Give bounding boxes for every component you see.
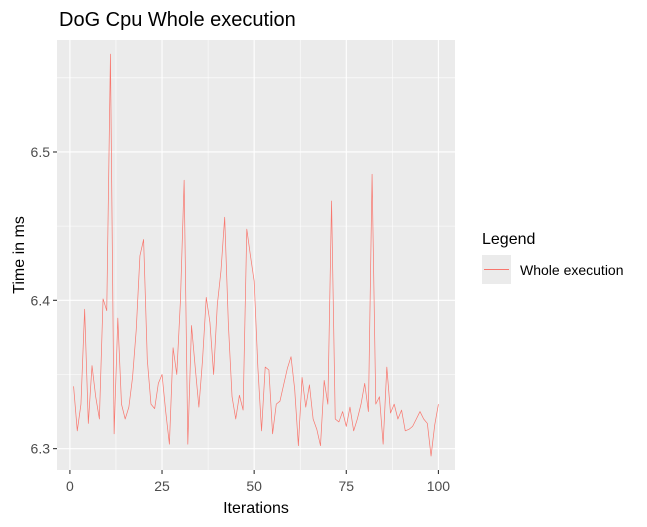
legend-title: Legend bbox=[482, 231, 535, 248]
major-gridlines bbox=[57, 40, 455, 470]
series-line-whole-execution bbox=[73, 53, 439, 457]
y-tick-label: 6.3 bbox=[31, 441, 51, 457]
chart-title: DoG Cpu Whole execution bbox=[59, 9, 296, 31]
y-axis-title: Time in ms bbox=[11, 216, 28, 294]
series-layer bbox=[73, 53, 439, 457]
x-tick-label: 100 bbox=[427, 478, 451, 494]
x-tick-label: 75 bbox=[338, 478, 354, 494]
x-axis-ticks: 0 25 50 75 100 bbox=[66, 470, 450, 494]
x-tick-label: 0 bbox=[66, 478, 74, 494]
y-axis-ticks: 6.3 6.4 6.5 bbox=[31, 144, 57, 457]
legend-label-whole-execution: Whole execution bbox=[520, 262, 624, 278]
y-tick-label: 6.4 bbox=[31, 292, 51, 308]
minor-gridlines bbox=[57, 40, 455, 470]
plot-panel bbox=[57, 40, 455, 470]
legend: Legend Whole execution bbox=[482, 231, 624, 284]
x-tick-label: 25 bbox=[154, 478, 170, 494]
x-axis-title: Iterations bbox=[223, 500, 289, 517]
x-tick-label: 50 bbox=[246, 478, 262, 494]
y-tick-label: 6.5 bbox=[31, 144, 51, 160]
